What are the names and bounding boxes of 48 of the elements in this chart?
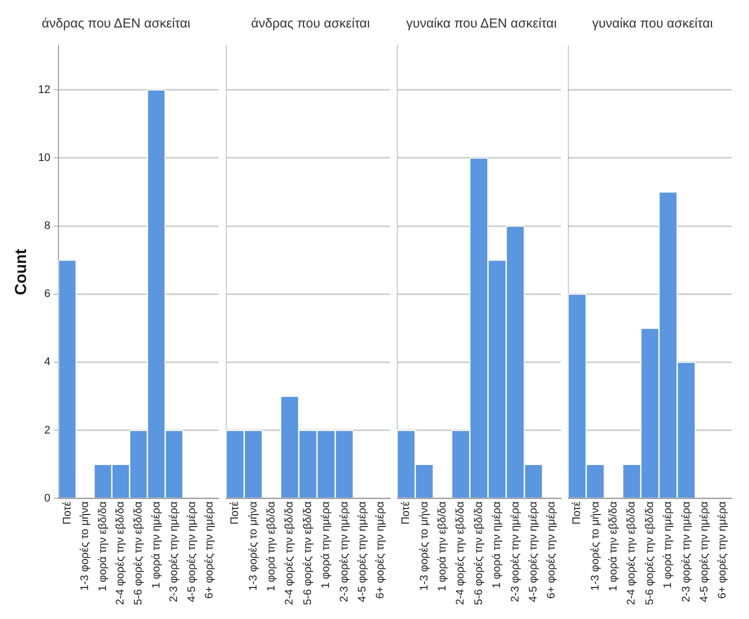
x-tick-label: 2-3 φορές την ημέρα <box>338 500 350 602</box>
x-tick-label: 2-4 φορές την εβδ/δα <box>454 500 467 606</box>
x-tick-label: 4-5 φορές την ημέρα <box>356 500 369 602</box>
x-tick-label: 5-6 φορές την εβδ/δα <box>132 500 145 606</box>
x-tick-label: 1 φορά την εβδ/δα <box>608 500 620 592</box>
x-tick-label: 4-5 φορές την ημέρα <box>186 500 198 602</box>
x-tick-label: 6+ φορές την ημέρα <box>374 500 387 599</box>
y-tick-label: 8 <box>44 220 50 232</box>
y-tick-label: 10 <box>38 152 50 164</box>
x-tick-label: 1-3 φορές το μήνα <box>79 500 92 591</box>
x-tick-label: 2-4 φορές την εβδ/δα <box>626 500 638 606</box>
x-tick-label: 2-3 φορές την ημέρα <box>168 500 180 602</box>
x-tick-label: 1 φορά την ημέρα <box>150 500 162 588</box>
chart-title: άνδρας που ΔΕΝ ασκείται <box>42 15 190 30</box>
x-tick-label: 5-6 φορές την εβδ/δα <box>472 500 485 606</box>
chart-title: άνδρας που ασκείται <box>251 15 370 30</box>
x-tick-label: Ποτέ <box>61 501 74 525</box>
x-tick-label: 5-6 φορές την εβδ/δα <box>302 500 314 606</box>
x-tick-label: 2-4 φορές την εβδ/δα <box>284 500 296 606</box>
x-tick-label: Ποτέ <box>229 501 242 525</box>
x-tick-label: 1-3 φορές το μήνα <box>418 500 430 591</box>
x-tick-label: 4-5 φορές την ημέρα <box>698 500 711 602</box>
x-tick-label: 6+ φορές την ημέρα <box>716 500 729 599</box>
y-tick-label: 6 <box>44 288 50 300</box>
y-axis-title: Count <box>13 248 30 296</box>
x-tick-label: 2-3 φορές την ημέρα <box>509 500 522 602</box>
x-tick-label: 4-5 φορές την ημέρα <box>528 500 540 602</box>
y-tick-label: 4 <box>44 356 50 368</box>
x-tick-label: 1 φορά την εβδ/δα <box>266 500 278 592</box>
x-tick-label: 1 φορά την ημέρα <box>491 500 504 588</box>
chart-title: γυναίκα που ασκείται <box>592 15 714 30</box>
x-tick-label: 1 φορά την ημέρα <box>662 500 674 588</box>
x-tick-label: Ποτέ <box>400 501 412 525</box>
x-tick-label: Ποτέ <box>571 501 584 525</box>
x-tick-label: 6+ φορές την ημέρα <box>204 500 216 599</box>
x-tick-label: 1-3 φορές το μήνα <box>247 500 260 591</box>
x-tick-label: 2-3 φορές την ημέρα <box>680 500 692 602</box>
x-tick-label: 1 φορά την εβδ/δα <box>436 500 449 592</box>
x-tick-label: 6+ φορές την ημέρα <box>546 500 558 599</box>
x-tick-label: 2-4 φορές την εβδ/δα <box>114 500 127 606</box>
y-tick-label: 12 <box>38 84 50 96</box>
x-tick-label: 1-3 φορές το μήνα <box>589 500 602 591</box>
x-tick-label: 1 φορά την ημέρα <box>320 500 332 588</box>
y-tick-label: 0 <box>44 492 50 504</box>
chart-title: γυναίκα που ΔΕΝ ασκείται <box>406 15 557 30</box>
y-tick-label: 2 <box>44 424 50 436</box>
x-tick-label: 1 φορά την εβδ/δα <box>96 500 109 592</box>
x-tick-label: 5-6 φορές την εβδ/δα <box>644 500 656 606</box>
